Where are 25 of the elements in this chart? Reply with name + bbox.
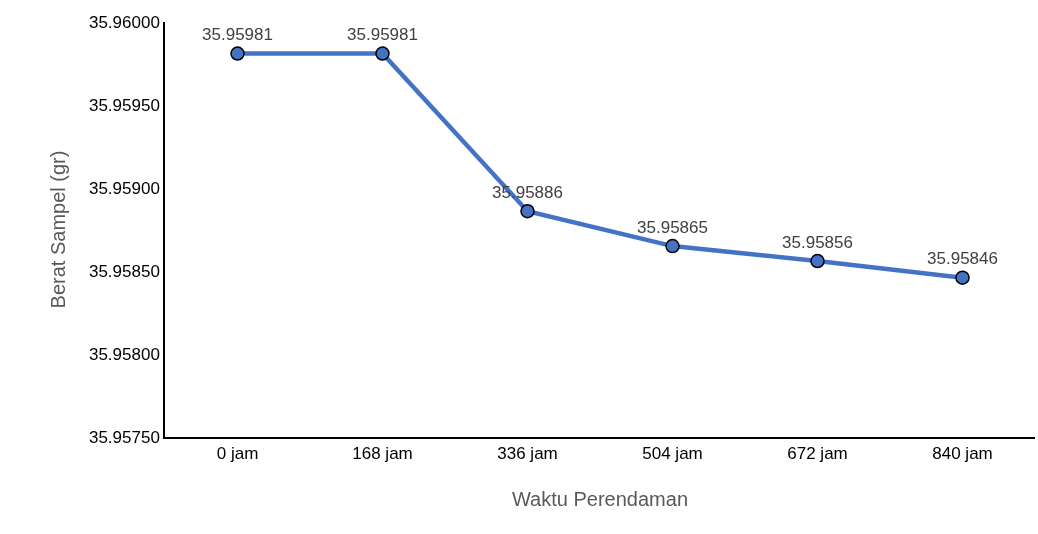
y-tick-label: 35.95950: [88, 95, 160, 115]
y-tick-label: 35.96000: [88, 12, 160, 32]
y-tick-label: 35.95900: [88, 178, 160, 198]
x-tick-label: 840 jam: [932, 444, 993, 464]
point: [810, 253, 825, 269]
y-axis-title: Berat Sampel (gr): [46, 150, 69, 309]
point: [230, 46, 245, 61]
x-tick-label: 336 jam: [497, 444, 558, 464]
x-tick-label: 168 jam: [352, 444, 413, 464]
data-label: 35.95865: [637, 217, 708, 237]
point: [375, 46, 390, 61]
x-axis-title: Waktu Perendaman: [511, 488, 689, 511]
y-tick-label: 35.95800: [88, 344, 160, 364]
point: [665, 238, 680, 254]
point: [520, 203, 535, 219]
point: [955, 270, 970, 285]
data-label: 35.95981: [202, 25, 273, 45]
x-tick-label: 504 jam: [642, 444, 703, 464]
y-tick-label: 35.95750: [88, 427, 160, 447]
data-label: 35.95981: [347, 25, 418, 45]
x-tick-label: 672 jam: [787, 444, 848, 464]
data-label: 35.95846: [927, 249, 998, 269]
x-tick-label: 0 jam: [216, 444, 259, 464]
data-label: 35.95856: [782, 232, 853, 252]
y-tick-label: 35.95850: [88, 261, 160, 281]
